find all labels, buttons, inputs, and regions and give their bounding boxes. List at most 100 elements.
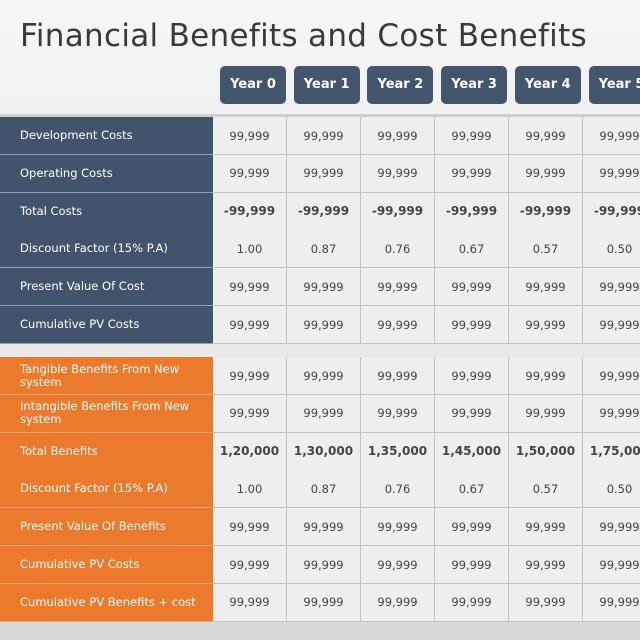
table-cell: 99,999 <box>583 268 640 307</box>
table-row: Cumulative PV Benefits + cost 99,999 99,99… <box>0 583 640 622</box>
row-label: Operating Costs <box>0 154 213 193</box>
row-label: Discount Factor (15% P.A) <box>0 470 213 509</box>
row-label: Cumulative PV Costs <box>0 306 213 344</box>
table-cell: 1,75,000 <box>583 432 640 471</box>
table-cell: 0.67 <box>435 230 509 269</box>
table-cell: 1,30,000 <box>287 432 361 471</box>
table-cell: 99,999 <box>361 357 435 395</box>
table-cell: 99,999 <box>509 583 583 622</box>
year-header-5: Year 5 <box>588 66 640 104</box>
table-cell: 0.50 <box>583 470 640 509</box>
table-cell: -99,999 <box>583 192 640 231</box>
row-label: Present Value Of Cost <box>0 268 213 307</box>
table-cell: 99,999 <box>287 394 361 433</box>
table-cell: 99,999 <box>361 508 435 547</box>
row-label: Total Benefits <box>0 432 213 471</box>
table-cell: 1,20,000 <box>213 432 287 471</box>
table-row: Cumulative PV Costs 99,999 99,999 99,999 99,… <box>0 306 640 344</box>
table-cell: 0.87 <box>287 230 361 269</box>
table-cell: 99,999 <box>287 154 361 193</box>
table-cell: 1.00 <box>213 470 287 509</box>
table-cell: 99,999 <box>583 357 640 395</box>
table-cell: 99,999 <box>213 508 287 547</box>
table-cell: 99,999 <box>583 546 640 584</box>
table-row: Total Costs -99,999 -99,999 -99,999 -99,999-… <box>0 192 640 231</box>
table-cell: 99,999 <box>287 268 361 307</box>
table-cell: 0.87 <box>287 470 361 509</box>
table-cell: -99,999 <box>361 192 435 231</box>
year-header-4: Year 4 <box>514 66 581 104</box>
table-cell: 99,999 <box>435 306 509 344</box>
table-cell: 0.76 <box>361 230 435 269</box>
table-cell: 99,999 <box>361 546 435 584</box>
table-cell: 99,999 <box>509 154 583 193</box>
table-cell: -99,999 <box>509 192 583 231</box>
table-cell: 99,999 <box>509 546 583 584</box>
table-cell: 99,999 <box>213 546 287 584</box>
table-cell: 99,999 <box>583 508 640 547</box>
table-cell: 99,999 <box>435 268 509 307</box>
table-cell: 0.57 <box>509 230 583 269</box>
table-row: Operating Costs 99,999 99,999 99,999 99,999 9… <box>0 154 640 193</box>
table-cell: 1,50,000 <box>509 432 583 471</box>
table-cell: 99,999 <box>213 357 287 395</box>
table-cell: 99,999 <box>213 154 287 193</box>
year-header-1: Year 1 <box>293 66 360 104</box>
table-cell: 0.67 <box>435 470 509 509</box>
table-cell: 1.00 <box>213 230 287 269</box>
table-cell: 99,999 <box>361 583 435 622</box>
table-cell: 99,999 <box>435 508 509 547</box>
table-cell: 99,999 <box>583 394 640 433</box>
table-row: Present Value Of Benefits 99,999 99,999 99,… <box>0 508 640 547</box>
table-cell: 99,999 <box>435 117 509 155</box>
table-row: Discount Factor (15% P.A) 1.00 0.87 0.76 0.6… <box>0 470 640 509</box>
row-label: Development Costs <box>0 117 213 155</box>
table-cell: 99,999 <box>509 306 583 344</box>
row-label: Present Value Of Benefits <box>0 508 213 547</box>
table-cell: 99,999 <box>509 117 583 155</box>
table-cell: 99,999 <box>287 583 361 622</box>
table-cell: 99,999 <box>287 508 361 547</box>
table-cell: 99,999 <box>361 306 435 344</box>
row-label: Tangible Benefits From New system <box>0 357 213 395</box>
row-label: Intangible Benefits From New system <box>0 394 213 433</box>
table-cell: 0.76 <box>361 470 435 509</box>
row-label: Cumulative PV Benefits + cost <box>0 583 213 622</box>
page-title: Financial Benefits and Cost Benefits <box>20 18 587 54</box>
table-row: Development Costs 99,999 99,999 99,999 99,99… <box>0 117 640 155</box>
table-cell: -99,999 <box>435 192 509 231</box>
table-cell: 99,999 <box>213 306 287 344</box>
divider <box>0 114 640 117</box>
table-cell: 99,999 <box>509 508 583 547</box>
section-gap <box>0 345 640 357</box>
table-cell: 0.57 <box>509 470 583 509</box>
year-header-0: Year 0 <box>220 66 286 104</box>
table-cell: 99,999 <box>361 394 435 433</box>
table-cell: 99,999 <box>435 583 509 622</box>
table-row: Intangible Benefits From New system 99,99… <box>0 394 640 433</box>
row-label: Cumulative PV Costs <box>0 546 213 584</box>
table-cell: 99,999 <box>435 154 509 193</box>
row-label: Total Costs <box>0 192 213 231</box>
table-cell: 99,999 <box>287 117 361 155</box>
table-cell: 99,999 <box>213 583 287 622</box>
table-cell: 99,999 <box>509 268 583 307</box>
row-label: Discount Factor (15% P.A) <box>0 230 213 269</box>
table-cell: 0.50 <box>583 230 640 269</box>
table-cell: 99,999 <box>213 268 287 307</box>
table-cell: 99,999 <box>287 306 361 344</box>
table-cell: 99,999 <box>509 357 583 395</box>
table-cell: 99,999 <box>435 394 509 433</box>
table-cell: 99,999 <box>213 117 287 155</box>
table-row: Present Value Of Cost 99,999 99,999 99,999 9… <box>0 268 640 307</box>
table-row: Cumulative PV Costs 99,999 99,999 99,999 99,… <box>0 546 640 584</box>
table-cell: 99,999 <box>287 357 361 395</box>
table-cell: 1,35,000 <box>361 432 435 471</box>
table-cell: 99,999 <box>583 306 640 344</box>
table-cell: -99,999 <box>287 192 361 231</box>
table-cell: 99,999 <box>509 394 583 433</box>
table-row: Total Benefits 1,20,000 1,30,000 1,35,000 1,… <box>0 432 640 471</box>
table-cell: 99,999 <box>361 268 435 307</box>
table-row: Tangible Benefits From New system 99,999 9… <box>0 357 640 395</box>
table-cell: 1,45,000 <box>435 432 509 471</box>
